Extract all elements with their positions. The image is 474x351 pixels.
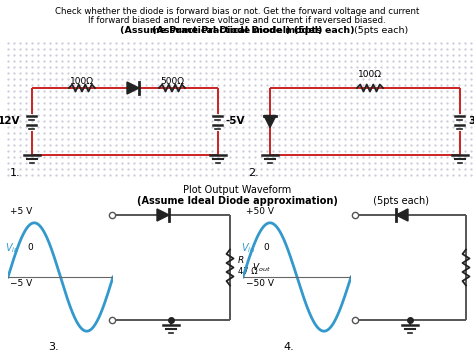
Polygon shape <box>127 82 139 94</box>
Text: 4.: 4. <box>283 342 294 351</box>
Polygon shape <box>264 115 276 127</box>
Text: +50 V: +50 V <box>246 207 274 217</box>
Text: -5V: -5V <box>226 117 246 126</box>
Text: $V_{out}$: $V_{out}$ <box>252 261 271 274</box>
Polygon shape <box>396 209 408 221</box>
Text: (Assume Practical Diode model) (5pts each): (Assume Practical Diode model) (5pts eac… <box>120 26 354 35</box>
Text: Check whether the diode is forward bias or not. Get the forward voltage and curr: Check whether the diode is forward bias … <box>55 7 419 16</box>
Text: 0: 0 <box>27 244 33 252</box>
Text: Plot Output Waveform: Plot Output Waveform <box>183 185 291 195</box>
Text: 47 Ω: 47 Ω <box>238 267 258 276</box>
Text: +5 V: +5 V <box>10 207 32 217</box>
Text: 0: 0 <box>263 244 269 252</box>
Text: R: R <box>238 256 244 265</box>
Text: (5pts each): (5pts each) <box>370 196 429 206</box>
Text: −50 V: −50 V <box>246 279 274 289</box>
Text: 100Ω: 100Ω <box>358 70 382 79</box>
Text: $V_{in}$: $V_{in}$ <box>241 241 255 255</box>
Text: 1.: 1. <box>10 168 21 178</box>
Text: 3.: 3. <box>48 342 59 351</box>
Text: (Assume Ideal Diode approximation): (Assume Ideal Diode approximation) <box>137 196 337 206</box>
Text: −5 V: −5 V <box>10 279 32 289</box>
Text: 12V: 12V <box>0 117 20 126</box>
Text: 2.: 2. <box>248 168 259 178</box>
Text: If forward biased and reverse voltage and current if reversed biased.: If forward biased and reverse voltage an… <box>88 16 386 25</box>
Text: 30V: 30V <box>468 117 474 126</box>
Text: (5pts each): (5pts each) <box>351 26 408 35</box>
Text: 100Ω: 100Ω <box>70 77 94 86</box>
Text: (Assume Practical Diode model): (Assume Practical Diode model) <box>152 26 322 35</box>
Text: $V_{in}$: $V_{in}$ <box>5 241 19 255</box>
Polygon shape <box>157 209 169 221</box>
Text: 500Ω: 500Ω <box>160 77 184 86</box>
